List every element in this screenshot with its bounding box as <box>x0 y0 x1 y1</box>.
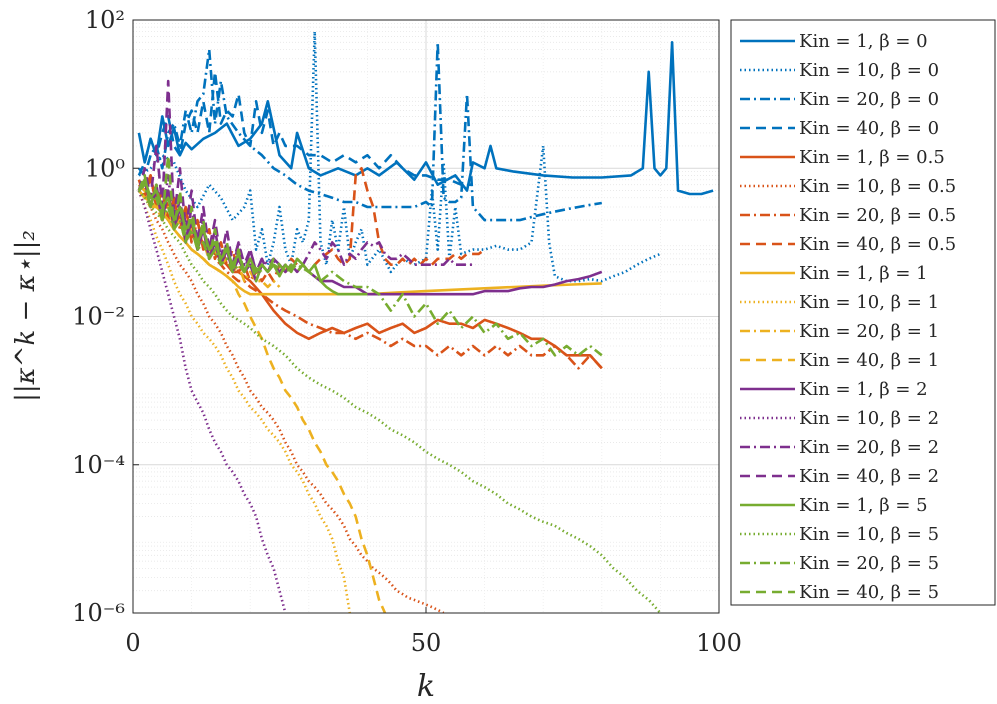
legend-label: Kin = 40, β = 0.5 <box>799 234 956 255</box>
series-line-14 <box>137 190 287 613</box>
series-line-7 <box>137 174 603 370</box>
series-line-10 <box>137 190 352 613</box>
series-line-4 <box>137 70 473 186</box>
series-line-6 <box>137 189 445 613</box>
legend-label: Kin = 1, β = 2 <box>799 379 928 400</box>
legend-label: Kin = 10, β = 1 <box>799 292 939 313</box>
x-tick-label: 50 <box>411 629 442 657</box>
legend-label: Kin = 40, β = 0 <box>799 118 939 139</box>
y-tick-label: 10⁰ <box>85 154 125 182</box>
legend-label: Kin = 10, β = 0.5 <box>799 176 956 197</box>
series-line-2 <box>138 30 661 283</box>
legend-label: Kin = 10, β = 0 <box>799 60 939 81</box>
x-tick-label: 100 <box>696 629 742 657</box>
legend-label: Kin = 40, β = 2 <box>799 466 939 487</box>
y-axis-ticks: 10⁻⁶ 10⁻⁴ 10⁻² 10⁰ 10² <box>72 6 139 627</box>
legend-label: Kin = 1, β = 0 <box>799 31 928 52</box>
series-line-3 <box>137 41 603 222</box>
series-line-19 <box>137 183 603 357</box>
series-line-1 <box>137 41 714 196</box>
series-line-8 <box>137 167 486 283</box>
y-tick-label: 10² <box>85 6 125 34</box>
series-layer <box>137 30 714 613</box>
legend-label: Kin = 20, β = 1 <box>799 321 939 342</box>
legend-label: Kin = 40, β = 1 <box>799 350 939 371</box>
legend-label: Kin = 1, β = 5 <box>799 495 928 516</box>
x-tick-label: 0 <box>125 629 140 657</box>
legend-label: Kin = 1, β = 1 <box>799 263 928 284</box>
y-tick-label: 10⁻² <box>72 303 125 331</box>
legend-label: Kin = 20, β = 0 <box>799 89 939 110</box>
legend-label: Kin = 20, β = 2 <box>799 437 939 458</box>
legend-box <box>730 19 996 606</box>
legend-label: Kin = 1, β = 0.5 <box>799 147 945 168</box>
series-line-15 <box>137 174 473 274</box>
legend-label: Kin = 10, β = 5 <box>799 524 939 545</box>
x-axis-ticks: 0 50 100 <box>125 607 742 657</box>
y-axis-label: ||κ^k − κ⋆||₂ <box>11 230 41 402</box>
series-line-20 <box>137 153 310 283</box>
legend-label: Kin = 40, β = 5 <box>799 582 939 603</box>
legend-label: Kin = 10, β = 2 <box>799 408 939 429</box>
y-tick-label: 10⁻⁶ <box>72 599 125 627</box>
series-line-18 <box>137 189 662 613</box>
legend: Kin = 1, β = 0 Kin = 10, β = 0 Kin = 20, β… <box>730 19 996 606</box>
x-axis-label: k <box>417 669 435 704</box>
legend-label: Kin = 20, β = 0.5 <box>799 205 956 226</box>
legend-label: Kin = 20, β = 5 <box>799 553 939 574</box>
y-tick-label: 10⁻⁴ <box>72 451 125 479</box>
